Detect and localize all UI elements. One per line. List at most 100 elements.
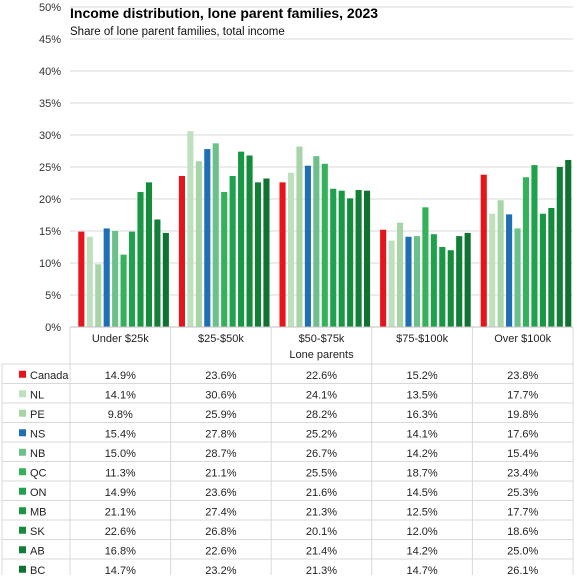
chart-subtitle: Share of lone parent families, total inc… xyxy=(70,26,285,38)
data-cell: 27.8% xyxy=(205,428,236,440)
data-cell: 15.0% xyxy=(105,448,136,460)
bar xyxy=(514,228,521,327)
data-cell: 25.0% xyxy=(507,545,538,557)
bar xyxy=(129,231,136,327)
data-cell: 23.6% xyxy=(205,370,236,382)
y-tick-label: 0% xyxy=(45,322,61,334)
bar xyxy=(380,229,387,327)
category-label: Under $25k xyxy=(92,333,149,345)
bar xyxy=(439,247,446,327)
bar xyxy=(321,163,328,327)
chart-title: Income distribution, lone parent familie… xyxy=(70,5,379,21)
bar xyxy=(456,236,463,327)
data-cell: 26.1% xyxy=(507,565,538,576)
bar xyxy=(229,175,236,327)
bar xyxy=(187,131,194,327)
legend-swatch xyxy=(19,468,26,476)
category-label: $75-$100k xyxy=(396,333,448,345)
bar xyxy=(565,159,572,327)
data-cell: 13.5% xyxy=(406,389,437,401)
data-cell: 27.4% xyxy=(205,506,236,518)
category-label: $25-$50k xyxy=(198,333,244,345)
data-cell: 12.5% xyxy=(406,506,437,518)
bar xyxy=(145,182,152,327)
data-cell: 15.2% xyxy=(406,370,437,382)
data-cell: 22.6% xyxy=(306,370,337,382)
bar xyxy=(304,165,311,327)
data-cell: 25.9% xyxy=(205,409,236,421)
legend-swatch xyxy=(19,526,26,534)
legend-swatch xyxy=(19,565,26,573)
data-cell: 14.2% xyxy=(406,448,437,460)
data-cell: 21.6% xyxy=(306,487,337,499)
bar xyxy=(388,240,395,327)
bar xyxy=(238,151,245,327)
data-cell: 23.4% xyxy=(507,467,538,479)
bar xyxy=(178,175,185,327)
data-cell: 21.3% xyxy=(306,565,337,576)
bar xyxy=(480,174,487,327)
legend-swatch xyxy=(19,546,26,554)
data-cell: 15.4% xyxy=(105,428,136,440)
x-axis-title: Lone parents xyxy=(289,349,354,361)
bar xyxy=(347,198,354,327)
data-cell: 21.4% xyxy=(306,545,337,557)
data-cell: 14.1% xyxy=(105,389,136,401)
bar xyxy=(112,231,119,327)
bar xyxy=(422,207,429,327)
data-cell: 22.6% xyxy=(205,545,236,557)
data-cell: 28.7% xyxy=(205,448,236,460)
bar xyxy=(364,190,371,327)
bar xyxy=(204,149,211,327)
y-tick-label: 40% xyxy=(39,66,61,78)
bar xyxy=(212,143,219,327)
data-cell: 16.3% xyxy=(406,409,437,421)
legend-label: SK xyxy=(30,526,45,538)
data-cell: 17.7% xyxy=(507,506,538,518)
legend-swatch xyxy=(19,487,26,495)
legend-label: Canada xyxy=(30,370,69,382)
bar xyxy=(78,231,85,327)
bar xyxy=(279,182,286,327)
legend-label: NS xyxy=(30,428,45,440)
legend-label: AB xyxy=(30,545,45,557)
bar xyxy=(447,250,454,327)
legend-label: BC xyxy=(30,565,45,576)
bar xyxy=(120,254,127,327)
data-cell: 14.1% xyxy=(406,428,437,440)
data-cell: 17.6% xyxy=(507,428,538,440)
data-cell: 25.2% xyxy=(306,428,337,440)
data-cell: 17.7% xyxy=(507,389,538,401)
bar xyxy=(548,207,555,327)
bar xyxy=(162,232,169,327)
legend-swatch xyxy=(19,390,26,398)
legend-label: PE xyxy=(30,409,45,421)
y-tick-label: 25% xyxy=(39,162,61,174)
legend-swatch xyxy=(19,429,26,437)
bar xyxy=(313,156,320,327)
bar xyxy=(338,190,345,327)
data-cell: 22.6% xyxy=(105,526,136,538)
bar xyxy=(195,161,202,327)
data-cell: 14.9% xyxy=(105,370,136,382)
data-cell: 14.7% xyxy=(406,565,437,576)
legend-label: ON xyxy=(30,487,47,499)
data-cell: 15.4% xyxy=(507,448,538,460)
legend-swatch xyxy=(19,448,26,456)
legend-swatch xyxy=(19,409,26,417)
data-cell: 26.7% xyxy=(306,448,337,460)
data-cell: 9.8% xyxy=(108,409,133,421)
data-cell: 23.6% xyxy=(205,487,236,499)
data-cell: 20.1% xyxy=(306,526,337,538)
legend-swatch xyxy=(19,370,26,378)
data-cell: 11.3% xyxy=(105,467,136,479)
y-tick-label: 30% xyxy=(39,130,61,142)
data-cell: 23.8% xyxy=(507,370,538,382)
bar xyxy=(296,146,303,327)
data-cell: 19.8% xyxy=(507,409,538,421)
bar xyxy=(246,155,253,327)
data-cell: 14.9% xyxy=(105,487,136,499)
data-cell: 12.0% xyxy=(406,526,437,538)
